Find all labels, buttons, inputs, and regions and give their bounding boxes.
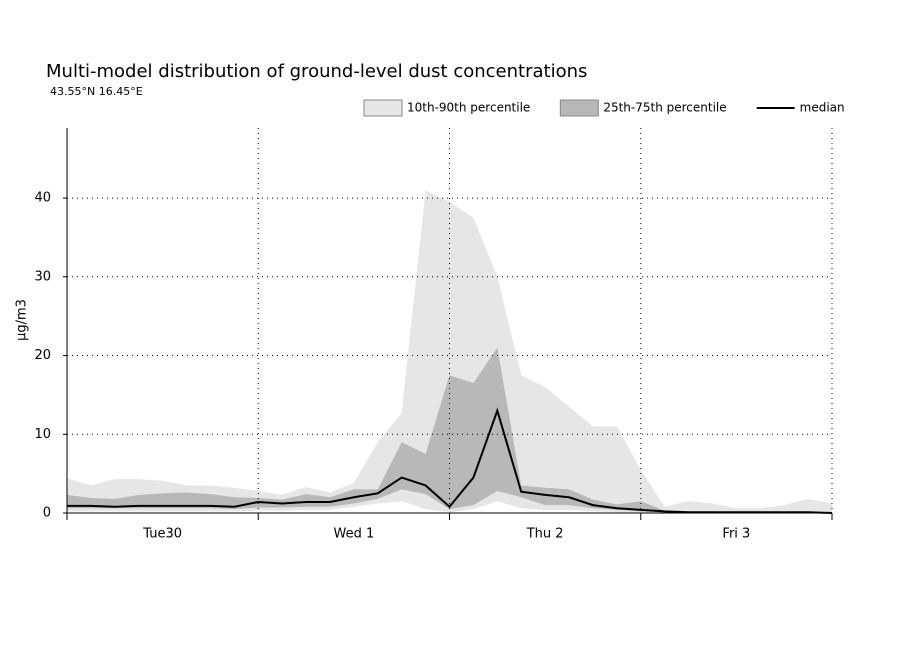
percentile-band (67, 347, 832, 513)
median-line (67, 407, 833, 514)
legend-label: median (800, 101, 845, 115)
y-tick-label: 10 (34, 427, 51, 442)
chart-subtitle: 43.55°N 16.45°E (50, 85, 143, 98)
x-tick-label: Fri 3 (722, 527, 750, 542)
y-tick-label: 40 (34, 191, 51, 206)
y-tick-label: 0 (43, 506, 51, 521)
percentile-band (67, 190, 832, 513)
legend-swatch (559, 99, 599, 117)
x-tick-label: Wed 1 (334, 527, 375, 542)
x-tick-label: Tue30 (142, 527, 182, 542)
y-tick-label: 30 (34, 269, 51, 284)
legend-label: 10th-90th percentile (407, 101, 530, 115)
y-tick-label: 20 (34, 348, 51, 363)
legend-label: 25th-75th percentile (603, 101, 726, 115)
legend-swatch (363, 99, 403, 117)
chart-title: Multi-model distribution of ground-level… (46, 61, 587, 82)
x-tick-label: Thu 2 (526, 527, 564, 542)
y-axis-label: µg/m3 (15, 299, 30, 341)
